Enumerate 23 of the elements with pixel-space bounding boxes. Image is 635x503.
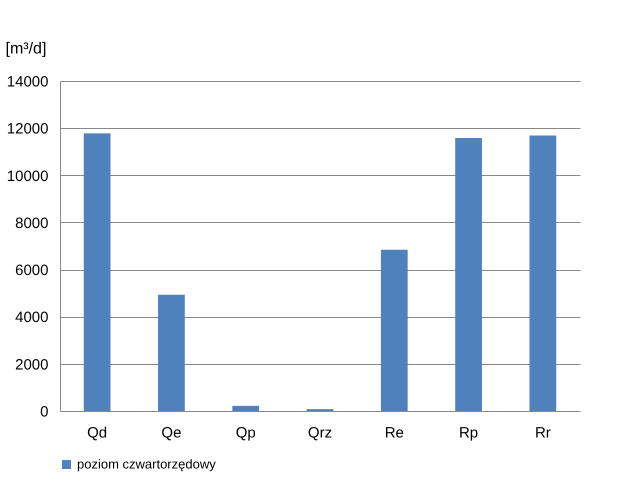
y-tick-label: 6000 xyxy=(15,262,48,280)
bar xyxy=(380,250,408,411)
x-tick-label: Qp xyxy=(236,424,256,442)
x-tick-label: Rr xyxy=(534,424,551,442)
bar xyxy=(232,406,260,411)
bar xyxy=(529,135,556,411)
bar xyxy=(455,138,482,411)
y-axis-title: [m³/d] xyxy=(6,40,46,58)
bar xyxy=(84,133,111,411)
legend-label: poziom czwartorzędowy xyxy=(77,456,216,472)
y-tick-label: 14000 xyxy=(6,74,48,90)
x-tick-label: Re xyxy=(384,424,404,442)
x-tick-label: Qe xyxy=(161,424,182,442)
y-tick-label: 10000 xyxy=(6,168,48,185)
bar xyxy=(158,294,185,411)
x-tick-label: Rp xyxy=(458,424,478,442)
x-tick-label: Qd xyxy=(87,424,108,442)
y-tick-label: 2000 xyxy=(15,356,48,374)
x-tick-label: Qrz xyxy=(308,424,332,442)
y-tick-label: 4000 xyxy=(15,309,48,326)
y-tick-label: 8000 xyxy=(15,214,48,232)
y-tick-label: 0 xyxy=(40,404,48,420)
y-tick-label: 12000 xyxy=(6,120,48,138)
